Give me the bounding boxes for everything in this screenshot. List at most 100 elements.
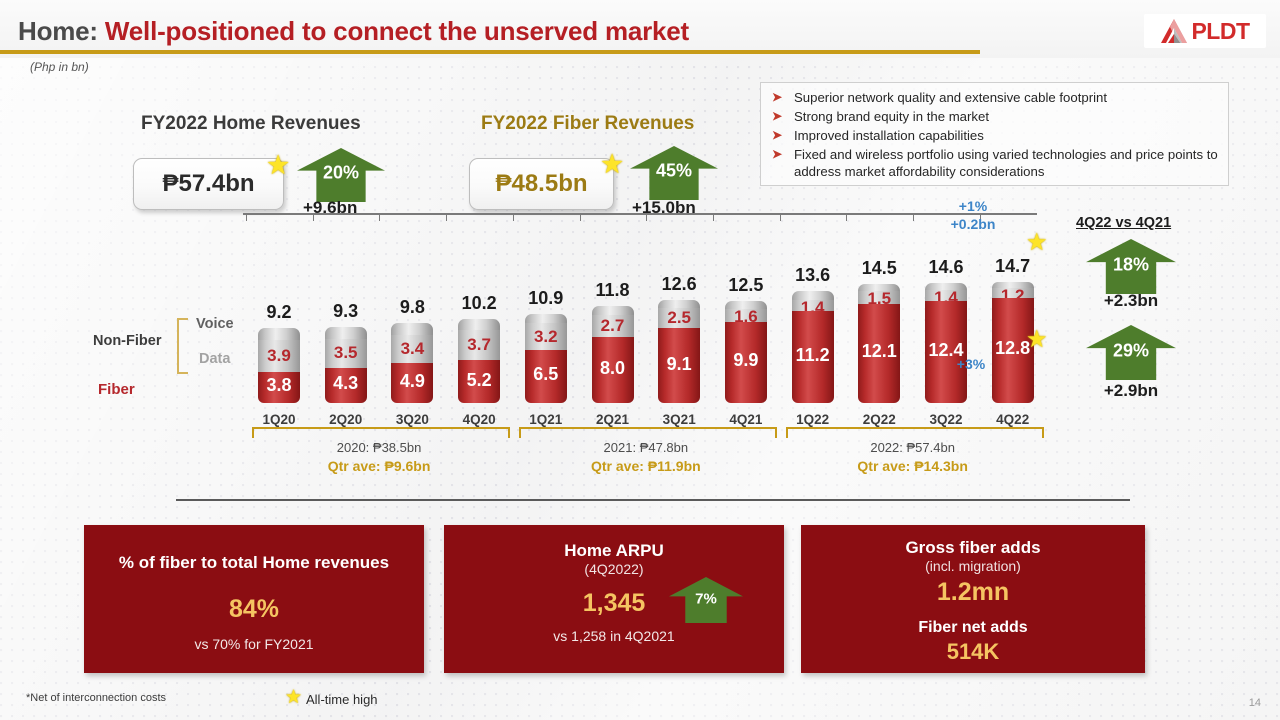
x-axis-tick — [779, 214, 781, 221]
chart-bar-3q20: 3.4 4.9 — [391, 322, 434, 403]
pldt-wordmark: PLDT — [1191, 17, 1250, 44]
all-time-high-star-4q22-fiber: ★ — [1026, 326, 1048, 353]
x-axis-tick — [646, 214, 648, 221]
card-fiber-share-value: 84% — [228, 595, 280, 623]
kpi-fiber-growth-arrow: 45% — [630, 146, 718, 200]
pldt-logo: PLDT — [1144, 14, 1266, 48]
chart-bar-1q20: 3.9 3.8 — [258, 327, 300, 403]
bar-segment-data: 3.2 — [524, 323, 567, 350]
bar-segment-fiber: 3.8 — [258, 371, 300, 403]
title-underline-rule — [0, 50, 980, 54]
bar-label-fiber: 11.2 — [795, 345, 830, 366]
chart-bar-2q22: 1.5 12.1 — [858, 284, 901, 403]
card-home-arpu-growth-arrow: 7% — [669, 577, 743, 623]
x-axis-label-4q20: 4Q20 — [462, 412, 496, 427]
list-item: ➤ Superior network quality and extensive… — [769, 89, 1220, 106]
bar-segment-data: 1.2 — [991, 286, 1034, 305]
bar-segment-fiber: 12.1 — [858, 303, 901, 403]
bar-total-3q22: 14.6 — [928, 257, 964, 278]
bar-segment-fiber: 4.9 — [391, 362, 434, 403]
kpi-home-revenues-value: ₱57.4bn — [162, 170, 255, 197]
arrow-right-bullet-icon: ➤ — [772, 147, 783, 161]
bar-total-1q21: 10.9 — [528, 287, 564, 308]
comparison-abs-total: +2.3bn — [1103, 291, 1159, 310]
bar-total-1q20: 9.2 — [266, 301, 292, 322]
year-qtr-average-0: Qtr ave: ₱9.6bn — [327, 458, 431, 474]
highlight-text: Improved installation capabilities — [794, 128, 984, 143]
x-axis-label-3q20: 3Q20 — [395, 412, 429, 427]
bar-label-fiber: 6.5 — [533, 364, 559, 385]
all-time-high-star-home-revenues: ★ — [266, 150, 291, 180]
card-home-arpu-footnote: vs 1,258 in 4Q2021 — [553, 628, 675, 644]
bar-total-3q20: 9.8 — [399, 296, 425, 317]
bar-label-fiber: 9.9 — [733, 350, 759, 371]
bar-segment-voice — [391, 322, 434, 335]
chart-bar-3q22: 1.4 12.4 — [925, 283, 967, 403]
highlights-list: ➤ Superior network quality and extensive… — [769, 89, 1220, 180]
legend-label-fiber: Fiber — [98, 381, 135, 398]
legend-star-icon: ★ — [285, 687, 303, 708]
x-axis-label-1q21: 1Q21 — [529, 412, 563, 427]
x-axis-label-1q20: 1Q20 — [262, 412, 296, 427]
pldt-triangle-icon — [1160, 18, 1188, 44]
bar-segment-voice — [324, 326, 367, 340]
bar-segment-fiber: 12.4 — [925, 301, 967, 403]
year-total-2: 2022: ₱57.4bn — [870, 440, 955, 455]
bar-segment-fiber: 6.5 — [524, 349, 567, 403]
x-axis-label-3q22: 3Q22 — [929, 412, 963, 427]
annotation-total-growth-abs: +0.2bn — [950, 216, 996, 232]
list-item: ➤ Strong brand equity in the market — [769, 108, 1220, 125]
legend-star-label: All-time high — [306, 692, 378, 707]
bar-segment-voice — [925, 283, 967, 290]
bar-label-fiber: 3.8 — [266, 375, 292, 396]
card-fiber-share: % of fiber to total Home revenues 84% vs… — [84, 525, 424, 673]
bar-segment-fiber: 9.1 — [658, 328, 701, 403]
arrow-right-bullet-icon: ➤ — [772, 128, 783, 142]
card-fiber-share-footnote: vs 70% for FY2021 — [194, 636, 314, 652]
chart-bar-1q22: 1.4 11.2 — [791, 291, 834, 403]
bar-total-4q21: 12.5 — [728, 274, 764, 295]
comparison-pct-fiber: 29% — [1112, 340, 1150, 361]
bar-label-fiber: 5.2 — [466, 369, 492, 390]
bar-label-data: 3.5 — [333, 343, 358, 363]
unit-note: (Php in bn) — [30, 60, 89, 74]
bar-label-fiber: 12.4 — [928, 340, 964, 361]
kpi-home-revenues-title: FY2022 Home Revenues — [141, 113, 361, 134]
highlights-box: ➤ Superior network quality and extensive… — [760, 82, 1229, 186]
bar-segment-data: 3.9 — [258, 339, 300, 372]
card-fiber-net-adds-heading: Fiber net adds — [918, 619, 1028, 636]
x-axis-label-4q22: 4Q22 — [996, 412, 1030, 427]
highlight-text: Fixed and wireless portfolio using varie… — [794, 147, 1218, 179]
x-axis-label-2q21: 2Q21 — [595, 412, 630, 427]
bar-segment-data: 2.7 — [591, 315, 634, 338]
chart-bar-4q20: 3.7 5.2 — [458, 319, 501, 403]
kpi-home-growth-abs: +9.6bn — [303, 198, 358, 217]
page-title-main: Well-positioned to connect the unserved … — [104, 16, 690, 46]
page-title-prefix: Home: — [18, 16, 105, 46]
chart-bar-4q21: 1.6 9.9 — [724, 300, 767, 404]
kpi-fiber-growth-pct: 45% — [655, 160, 693, 181]
card-home-arpu-heading: Home ARPU — [564, 541, 664, 560]
annotation-fiber-growth-pct: +3% — [956, 356, 986, 372]
x-axis-tick — [712, 214, 714, 221]
bar-segment-fiber: 9.9 — [724, 321, 767, 403]
card-fiber-share-heading: % of fiber to total Home revenues — [118, 553, 390, 572]
comparison-arrow-fiber: 29% — [1086, 325, 1176, 380]
x-axis-label-4q21: 4Q21 — [729, 412, 763, 427]
bar-label-fiber: 4.3 — [333, 373, 359, 394]
year-qtr-average-1: Qtr ave: ₱11.9bn — [590, 458, 701, 474]
arrow-right-bullet-icon: ➤ — [772, 109, 783, 123]
bar-segment-data: 1.4 — [925, 288, 967, 307]
bar-segment-voice — [524, 313, 567, 324]
bar-segment-voice — [658, 299, 701, 308]
year-bracket-2 — [785, 427, 1044, 438]
kpi-home-growth-pct: 20% — [322, 162, 360, 183]
card-gross-fiber-adds-heading: Gross fiber adds — [905, 538, 1041, 557]
kpi-fiber-revenues-box: ₱48.5bn — [469, 158, 614, 210]
bar-total-2q21: 11.8 — [595, 280, 630, 301]
card-gross-fiber-adds: Gross fiber adds (incl. migration) 1.2mn… — [801, 525, 1145, 673]
bar-segment-data: 1.5 — [858, 289, 901, 308]
bar-total-1q22: 13.6 — [795, 265, 831, 286]
x-axis-tick — [446, 214, 448, 221]
